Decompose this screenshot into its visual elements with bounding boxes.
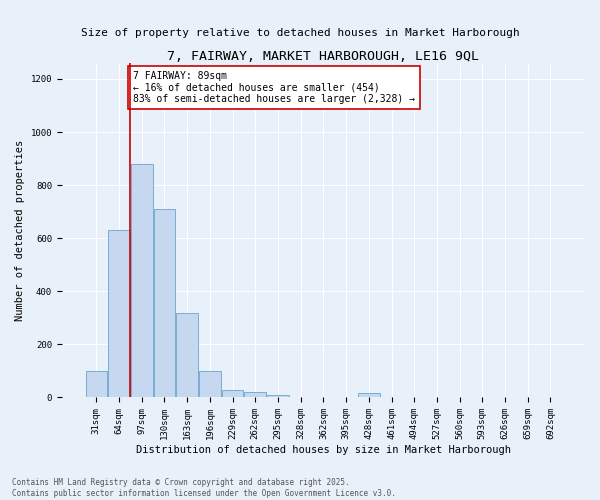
Bar xyxy=(222,390,244,398)
Y-axis label: Number of detached properties: Number of detached properties xyxy=(15,140,25,321)
Text: Size of property relative to detached houses in Market Harborough: Size of property relative to detached ho… xyxy=(80,28,520,38)
Bar xyxy=(86,371,107,398)
Text: 7 FAIRWAY: 89sqm
← 16% of detached houses are smaller (454)
83% of semi-detached: 7 FAIRWAY: 89sqm ← 16% of detached house… xyxy=(133,71,415,104)
Bar xyxy=(358,394,380,398)
Bar xyxy=(244,392,266,398)
Title: 7, FAIRWAY, MARKET HARBOROUGH, LE16 9QL: 7, FAIRWAY, MARKET HARBOROUGH, LE16 9QL xyxy=(167,50,479,63)
Bar xyxy=(108,230,130,398)
Bar xyxy=(267,395,289,398)
Bar xyxy=(176,312,198,398)
Bar xyxy=(131,164,152,398)
X-axis label: Distribution of detached houses by size in Market Harborough: Distribution of detached houses by size … xyxy=(136,445,511,455)
Bar xyxy=(154,209,175,398)
Bar xyxy=(199,371,221,398)
Text: Contains HM Land Registry data © Crown copyright and database right 2025.
Contai: Contains HM Land Registry data © Crown c… xyxy=(12,478,396,498)
